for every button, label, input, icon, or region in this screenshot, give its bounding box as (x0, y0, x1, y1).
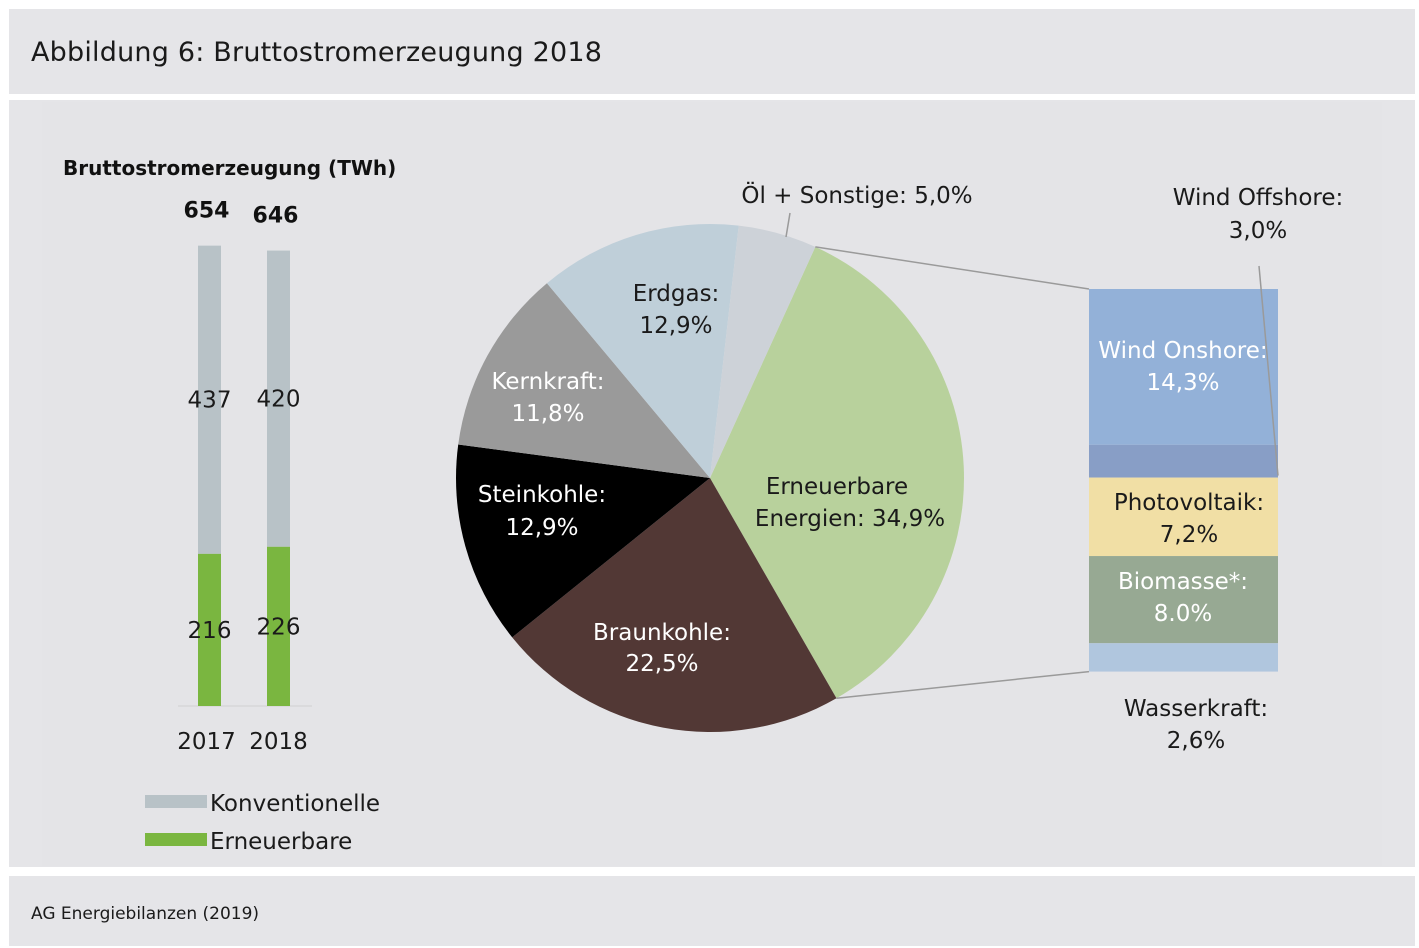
pie-label-l-sonstige-0: Öl + Sonstige: 5,0% (741, 181, 972, 209)
pie-label-erneuerbare-energien-0: Erneuerbare (766, 474, 908, 500)
pie-label-steinkohle-0: Steinkohle: (478, 482, 606, 508)
pie-slice-erneuerbare-energien (710, 246, 964, 699)
bar-value-konventionelle-2018: 420 (257, 387, 301, 413)
leader-wind-offshore (1258, 265, 1279, 476)
pie-label-kernkraft-1: 11,8% (511, 401, 584, 427)
breakdown-label-wind-onshore-0: Wind Onshore: (1098, 338, 1267, 364)
pie-label-steinkohle-1: 12,9% (505, 515, 578, 541)
pie-slice-kernkraft (458, 283, 710, 478)
pie-label-braunkohle-0: Braunkohle: (593, 620, 731, 646)
bar-chart-title: Bruttostromerzeugung (TWh) (63, 156, 396, 180)
bar-erneuerbare-2017 (198, 553, 221, 706)
breakdown-label-biomasse-0: Biomasse*: (1118, 569, 1248, 595)
pie-slice-l-sonstige (710, 225, 816, 478)
breakdown-segment-wasserkraft (1089, 643, 1278, 672)
breakdown-label-photovoltaik-0: Photovoltaik: (1114, 490, 1264, 516)
bar-category-2017: 2017 (177, 729, 236, 755)
footer: AG Energiebilanzen (2019) (9, 876, 1415, 946)
bar-value-erneuerbare-2018: 226 (257, 614, 301, 640)
pie-label-braunkohle-1: 22,5% (625, 651, 698, 677)
leader-oel-sonstige (785, 212, 791, 238)
pie-slice-braunkohle (512, 478, 837, 732)
pie-label-erdgas-0: Erdgas: (633, 281, 720, 307)
breakdown-label-wasserkraft-1: 2,6% (1167, 728, 1225, 754)
bar-total-2018: 646 (253, 204, 299, 229)
breakdown-label-wind-offshore-1: 3,0% (1229, 218, 1287, 244)
bar-value-konventionelle-2017: 437 (188, 388, 232, 414)
breakdown-label-photovoltaik-1: 7,2% (1160, 522, 1218, 548)
pie-slice-erdgas (546, 223, 739, 478)
pie-slice-steinkohle (455, 444, 710, 638)
breakdown-label-biomasse-1: 8.0% (1154, 601, 1212, 627)
bar-category-2018: 2018 (249, 729, 308, 755)
connector-bottom (836, 670, 1090, 700)
breakdown-segment-photovoltaik (1089, 477, 1278, 557)
pie-label-erdgas-1: 12,9% (639, 313, 712, 339)
bar-erneuerbare-2018 (267, 546, 290, 706)
breakdown-label-wasserkraft-0: Wasserkraft: (1124, 696, 1268, 722)
breakdown-segment-wind-offshore (1089, 444, 1278, 478)
connector-top (815, 246, 1090, 290)
bar-konventionelle-2017 (198, 245, 221, 554)
pie-label-kernkraft-0: Kernkraft: (491, 369, 604, 395)
legend-swatch-konventionelle (145, 795, 207, 808)
pie-label-erneuerbare-energien-1: Energien: 34,9% (755, 506, 945, 532)
legend-label-konventionelle: Konventionelle (210, 791, 380, 817)
figure-title: Abbildung 6: Bruttostromerzeugung 2018 (31, 37, 603, 68)
breakdown-segment-wind-onshore (1089, 289, 1278, 445)
breakdown-segment-biomasse (1089, 556, 1278, 644)
legend-swatch-erneuerbare (145, 833, 207, 846)
bar-value-erneuerbare-2017: 216 (188, 618, 232, 644)
breakdown-label-wind-offshore-0: Wind Offshore: (1173, 185, 1344, 211)
bar-total-2017: 654 (184, 199, 230, 224)
breakdown-label-wind-onshore-1: 14,3% (1146, 370, 1219, 396)
header: Abbildung 6: Bruttostromerzeugung 2018 (9, 9, 1415, 94)
legend-label-erneuerbare: Erneuerbare (210, 829, 352, 855)
source-note: AG Energiebilanzen (2019) (31, 904, 260, 924)
bar-konventionelle-2018 (267, 250, 290, 547)
